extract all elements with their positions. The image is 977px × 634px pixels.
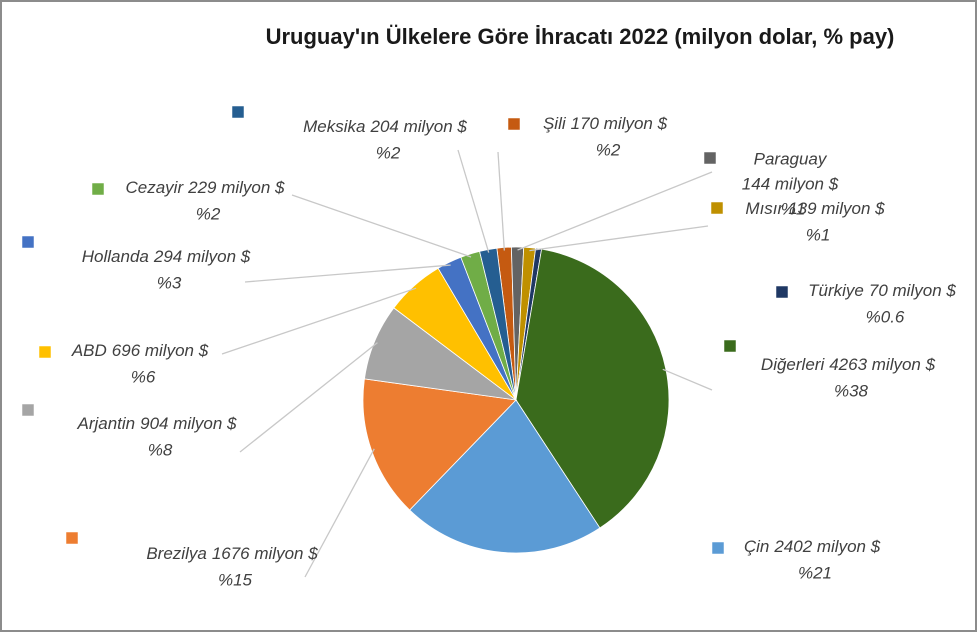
legend-key bbox=[507, 117, 521, 131]
legend-key bbox=[65, 531, 79, 545]
legend-key bbox=[723, 339, 737, 353]
value-label: 904 milyon $ bbox=[140, 414, 237, 433]
data-label: ABD 696 milyon $ bbox=[71, 341, 209, 360]
value-label: 294 milyon $ bbox=[153, 247, 251, 266]
data-label: Mısır 139 milyon $ bbox=[745, 199, 885, 218]
value-label: 70 milyon $ bbox=[869, 281, 956, 300]
pie-slice bbox=[409, 399, 601, 554]
leader-line bbox=[304, 448, 375, 578]
data-label: Arjantin 904 milyon $ bbox=[76, 414, 237, 433]
leader-line bbox=[244, 264, 451, 283]
legend-key bbox=[21, 235, 35, 249]
percent-label: %6 bbox=[131, 367, 156, 386]
label-name: Cezayir bbox=[125, 178, 184, 197]
label-name: Diğerleri bbox=[761, 355, 826, 374]
leader-line bbox=[497, 151, 505, 251]
data-label: Çin 2402 milyon $ bbox=[744, 537, 881, 556]
value-label: 1676 milyon $ bbox=[212, 544, 318, 563]
data-label: Cezayir 229 milyon $ bbox=[125, 178, 285, 197]
label-name: Türkiye bbox=[808, 281, 864, 300]
label-name: Çin bbox=[744, 537, 770, 556]
percent-label: %2 bbox=[376, 143, 401, 162]
data-label: Türkiye 70 milyon $ bbox=[808, 281, 956, 300]
value-label: 204 milyon $ bbox=[369, 117, 467, 136]
value-label: 696 milyon $ bbox=[112, 341, 209, 360]
legend-key bbox=[21, 403, 35, 417]
leader-line bbox=[239, 342, 378, 453]
value-label: 4263 milyon $ bbox=[829, 355, 935, 374]
legend-key bbox=[38, 345, 52, 359]
percent-label: %3 bbox=[157, 273, 182, 292]
data-label: Şili 170 milyon $ bbox=[543, 114, 668, 133]
label-name: Paraguay bbox=[754, 149, 828, 168]
value-label: 170 milyon $ bbox=[571, 114, 668, 133]
label-name: Şili bbox=[543, 114, 567, 133]
pie-slice bbox=[362, 378, 517, 511]
leader-line bbox=[529, 225, 709, 252]
percent-label: %2 bbox=[196, 204, 221, 223]
percent-label: %1 bbox=[781, 199, 806, 218]
legend-key bbox=[91, 182, 105, 196]
legend-key bbox=[703, 151, 717, 165]
label-name: Meksika bbox=[303, 117, 365, 136]
percent-label: %15 bbox=[218, 570, 253, 589]
percent-label: %1 bbox=[806, 225, 831, 244]
leader-line bbox=[457, 149, 490, 253]
label-name: Arjantin bbox=[76, 414, 135, 433]
label-name: ABD bbox=[71, 341, 107, 360]
label-name: Hollanda bbox=[82, 247, 149, 266]
percent-label: %21 bbox=[798, 563, 832, 582]
labels: Şili 170 milyon $ %2 Paraguay 144 milyon $ %1… bbox=[21, 105, 956, 589]
legend-key bbox=[710, 201, 724, 215]
pie bbox=[362, 246, 670, 554]
percent-label: %38 bbox=[834, 381, 869, 400]
leader-line bbox=[291, 194, 472, 258]
chart-title: Uruguay'ın Ülkelere Göre İhracatı 2022 (… bbox=[266, 24, 895, 49]
percent-label: %2 bbox=[596, 140, 621, 159]
legend-key bbox=[711, 541, 725, 555]
data-label: Diğerleri 4263 milyon $ bbox=[761, 355, 936, 374]
percent-label: %8 bbox=[148, 440, 173, 459]
label-name: Mısır bbox=[745, 199, 784, 218]
leader-line bbox=[662, 368, 713, 391]
data-label: Brezilya 1676 milyon $ bbox=[146, 544, 318, 563]
value-label: 144 milyon $ bbox=[742, 174, 839, 193]
legend-key bbox=[231, 105, 245, 119]
percent-label: %0.6 bbox=[866, 307, 905, 326]
value-label: 2402 milyon $ bbox=[773, 537, 880, 556]
leader-line bbox=[517, 171, 713, 251]
data-label: Meksika 204 milyon $ bbox=[303, 117, 467, 136]
value-label: 139 milyon $ bbox=[788, 199, 885, 218]
label-name: Brezilya bbox=[146, 544, 206, 563]
leader-line bbox=[221, 287, 417, 355]
value-label: 229 milyon $ bbox=[187, 178, 285, 197]
data-label: Hollanda 294 milyon $ bbox=[82, 247, 251, 266]
legend-key bbox=[775, 285, 789, 299]
